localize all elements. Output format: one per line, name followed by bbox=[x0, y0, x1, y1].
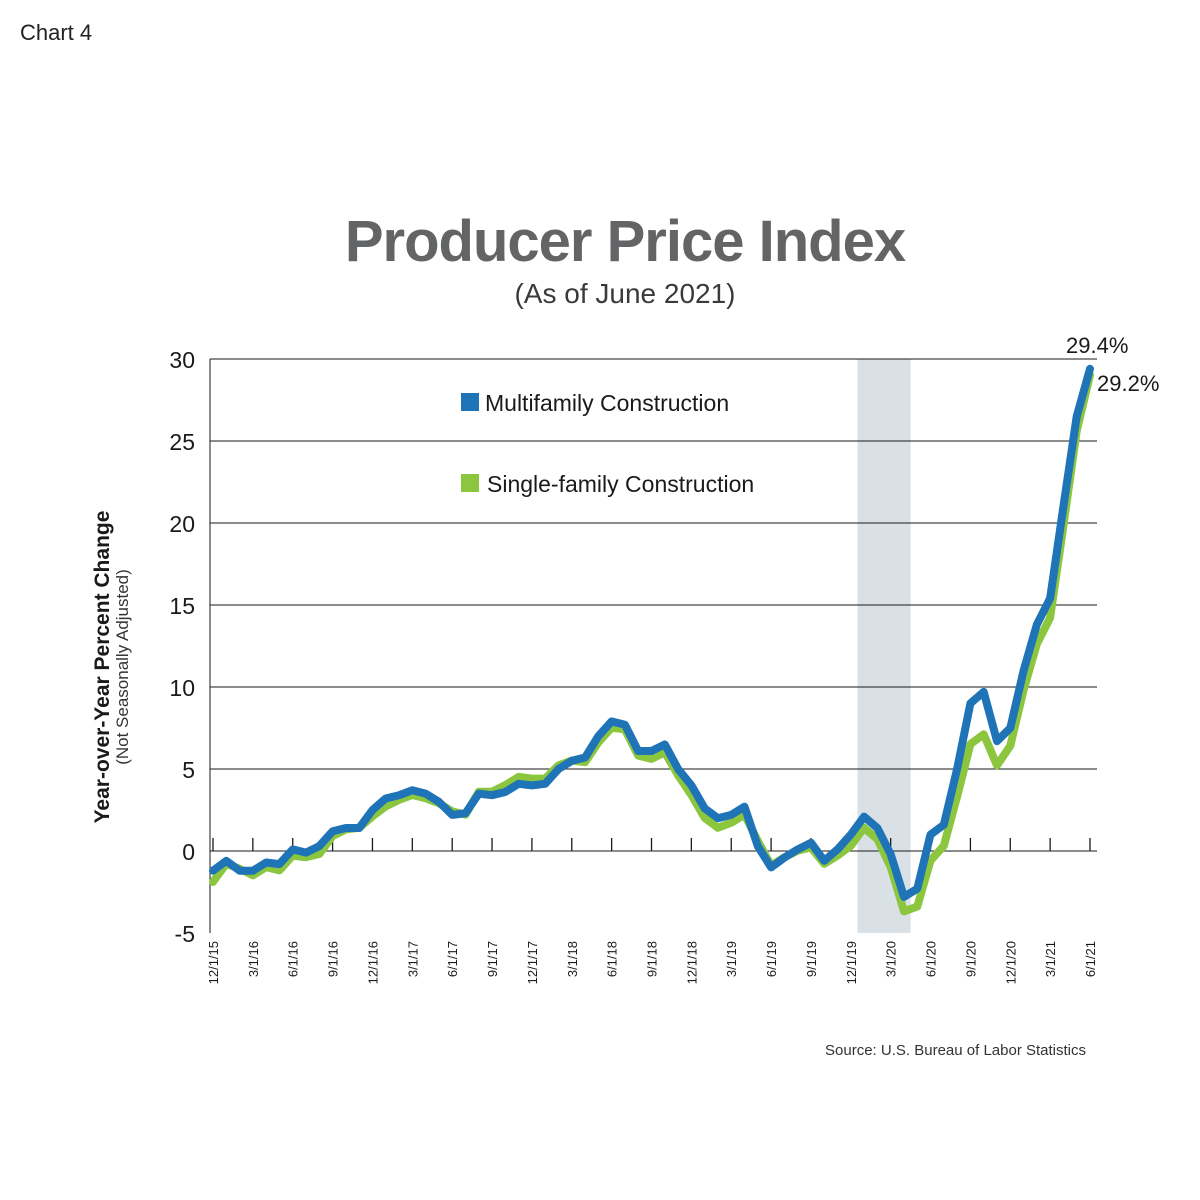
x-tick-label: 6/1/17 bbox=[445, 941, 460, 977]
x-tick-label: 3/1/21 bbox=[1043, 941, 1058, 977]
y-tick-label: 15 bbox=[169, 593, 195, 619]
x-tick-label: 6/1/19 bbox=[764, 941, 779, 977]
legend-label-multifamily: Multifamily Construction bbox=[485, 390, 729, 416]
x-tick-label: 9/1/19 bbox=[804, 941, 819, 977]
y-tick-label: 25 bbox=[169, 429, 195, 455]
x-tick-label: 12/1/17 bbox=[525, 941, 540, 984]
x-tick-label: 9/1/20 bbox=[963, 941, 978, 977]
x-tick-label: 12/1/15 bbox=[206, 941, 221, 984]
legend-swatch-single-family bbox=[461, 474, 479, 492]
x-tick-label: 12/1/19 bbox=[844, 941, 859, 984]
y-tick-label: 10 bbox=[169, 675, 195, 701]
y-tick-label: 0 bbox=[182, 839, 195, 865]
legend-swatch-multifamily bbox=[461, 393, 479, 411]
x-tick-label: 3/1/20 bbox=[884, 941, 899, 977]
chart-subtitle: (As of June 2021) bbox=[514, 278, 736, 309]
x-tick-label: 3/1/19 bbox=[724, 941, 739, 977]
multifamily-line bbox=[209, 364, 1094, 901]
chart-number-label: Chart 4 bbox=[20, 20, 93, 45]
x-tick-label: 6/1/21 bbox=[1083, 941, 1098, 977]
end-label-multifamily: 29.4% bbox=[1066, 333, 1128, 358]
y-tick-label: -5 bbox=[175, 921, 195, 947]
end-label-single-family: 29.2% bbox=[1097, 371, 1159, 396]
x-tick-label: 6/1/16 bbox=[286, 941, 301, 977]
x-tick-label: 12/1/18 bbox=[684, 941, 699, 984]
source-note: Source: U.S. Bureau of Labor Statistics bbox=[825, 1042, 1086, 1059]
x-tick-label: 12/1/20 bbox=[1003, 941, 1018, 984]
x-tick-label: 6/1/18 bbox=[605, 941, 620, 977]
legend-label-single-family: Single-family Construction bbox=[487, 471, 754, 497]
x-tick-label: 9/1/16 bbox=[326, 941, 341, 977]
x-tick-label: 6/1/20 bbox=[924, 941, 939, 977]
x-tick-label: 3/1/17 bbox=[405, 941, 420, 977]
x-tick-label: 9/1/18 bbox=[645, 941, 660, 977]
x-tick-label: 12/1/16 bbox=[365, 941, 380, 984]
y-tick-label: 30 bbox=[169, 347, 195, 373]
x-tick-label: 3/1/18 bbox=[565, 941, 580, 977]
x-tick-label: 3/1/16 bbox=[246, 941, 261, 977]
x-tick-label: 9/1/17 bbox=[485, 941, 500, 977]
y-tick-label: 20 bbox=[169, 511, 195, 537]
chart-title: Producer Price Index bbox=[344, 209, 906, 274]
y-tick-label: 5 bbox=[182, 757, 195, 783]
